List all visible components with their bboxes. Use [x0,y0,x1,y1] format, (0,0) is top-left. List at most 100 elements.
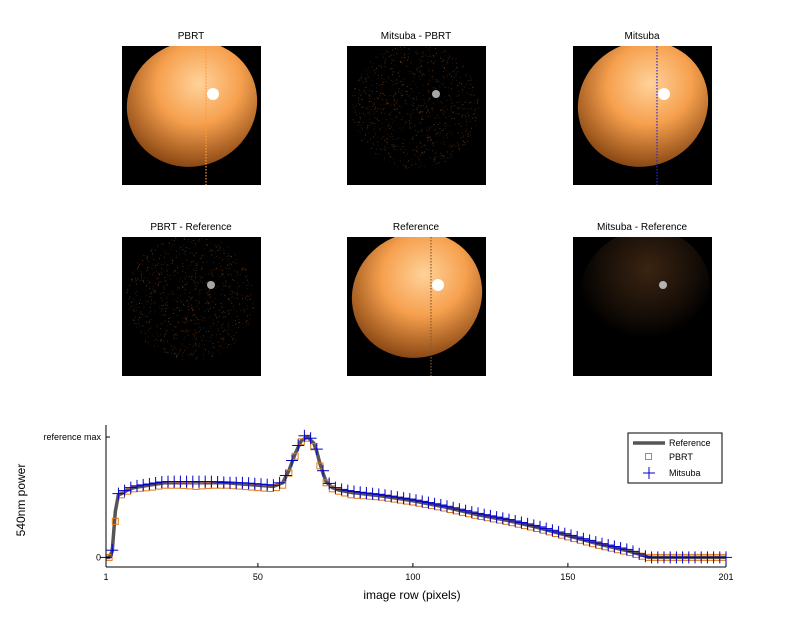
mitsuba-marker [583,534,596,547]
mitsuba-marker [509,515,522,527]
mitsuba-marker [410,494,422,507]
mitsuba-marker [558,527,571,540]
y-tick-label: reference max [43,432,101,442]
mitsuba-marker [286,454,298,467]
mitsuba-marker [633,547,646,560]
mitsuba-marker [490,511,503,524]
x-axis-label: image row (pixels) [363,588,460,602]
mitsuba-marker [608,540,621,553]
panel-title-pbrt-minus-reference: PBRT - Reference [150,222,232,233]
mitsuba-marker [521,517,534,530]
x-tick-label: 201 [718,572,733,582]
mitsuba-marker [354,486,367,499]
panel-image-reference [347,237,486,376]
mitsuba-marker [323,477,336,490]
mitsuba-marker [149,477,162,489]
mitsuba-marker [565,529,577,542]
mitsuba-marker [459,504,472,517]
mitsuba-marker [341,484,354,497]
mitsuba-marker [292,439,305,452]
mitsuba-marker [391,491,404,504]
y-tick-label: 0 [96,552,101,562]
mitsuba-marker [273,476,286,489]
mitsuba-marker [348,485,360,498]
legend-mitsuba-swatch [643,467,655,479]
mitsuba-marker [372,488,385,501]
mitsuba-marker [465,506,478,519]
mitsuba-marker [422,496,435,509]
mitsuba-marker [385,490,398,503]
mitsuba-marker [552,526,565,538]
mitsuba-marker [397,492,410,505]
mitsuba-marker [534,520,546,533]
mitsuba-marker [403,493,416,506]
mitsuba-marker [434,499,447,511]
legend-pbrt-swatch [645,453,652,460]
panel-image-pbrt [122,46,261,185]
legend-mitsuba-label: Mitsuba [669,468,701,478]
mitsuba-marker [298,429,311,442]
specular-highlight [432,279,444,291]
mitsuba-marker [366,487,379,500]
mitsuba-marker [329,481,342,494]
x-tick-label: 100 [405,572,420,582]
panel-image-mitsuba-minus-pbrt [347,46,486,185]
panel-title-pbrt: PBRT [177,31,205,42]
mitsuba-marker [441,500,453,513]
sphere-shape [126,46,258,167]
highlight-noise [659,281,667,289]
highlight-noise [432,90,440,98]
mitsuba-marker [360,487,373,499]
y-axis-label: 540nm power [14,464,28,537]
mitsuba-marker [527,519,540,532]
highlight-noise [207,281,215,289]
mitsuba-marker [335,483,348,496]
mitsuba-marker [720,551,732,564]
mitsuba-marker [379,489,391,502]
sphere-shape [351,237,483,358]
mitsuba-marker [571,531,584,543]
panel-title-mitsuba-minus-pbrt: Mitsuba - PBRT [380,31,452,42]
mitsuba-marker [416,495,429,508]
mitsuba-marker [577,532,590,545]
mitsuba-marker [310,443,323,456]
pbrt-marker [111,517,119,525]
mitsuba-marker [267,479,280,492]
y-ticks: 0 reference max [43,432,110,562]
mitsuba-marker [112,487,125,500]
mitsuba-marker [453,503,466,516]
mitsuba-marker [589,536,602,549]
mitsuba-marker [546,524,559,537]
panel-title-reference: Reference [392,222,440,233]
panel-image-mitsuba-minus-reference [573,237,712,376]
panel-image-pbrt-minus-reference [122,237,261,376]
mitsuba-series [100,429,732,564]
mitsuba-marker [596,537,608,550]
specular-highlight [658,88,670,100]
mitsuba-marker [137,478,150,491]
mitsuba-marker [515,516,528,529]
mitsuba-marker [496,512,509,525]
panel-image-mitsuba [573,46,712,185]
sphere-shape [577,46,709,167]
mitsuba-marker [106,544,119,557]
legend-reference-label: Reference [669,438,711,448]
mitsuba-marker [447,501,460,514]
x-tick-label: 150 [560,572,575,582]
mitsuba-marker [484,509,497,522]
mitsuba-marker [540,522,553,535]
mitsuba-marker [627,545,639,558]
mitsuba-marker [472,507,484,520]
mitsuba-marker [614,542,627,554]
legend: Reference PBRT Mitsuba [627,432,723,484]
panel-title-mitsuba: Mitsuba [624,31,660,42]
mitsuba-marker [124,481,137,494]
x-ticks: 1 50 100 150 201 [103,563,734,582]
mitsuba-marker [304,432,317,445]
mitsuba-marker [118,484,131,497]
mitsuba-marker [428,497,441,510]
mitsuba-marker [143,478,156,490]
specular-highlight [207,88,219,100]
